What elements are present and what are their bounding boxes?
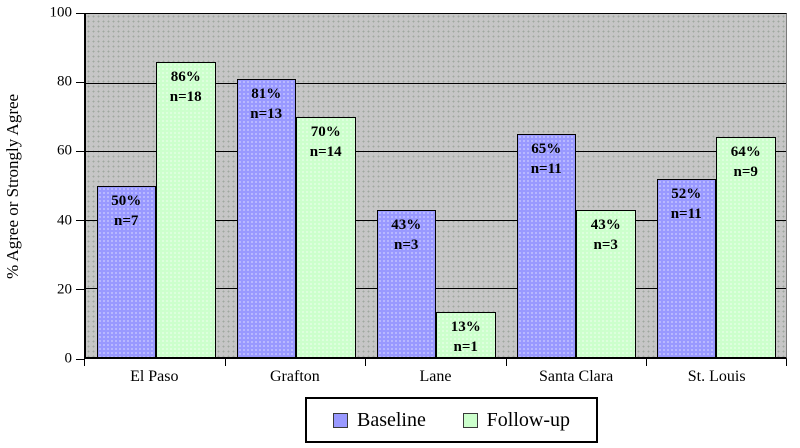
x-axis-tick-marks	[84, 359, 787, 366]
bar-label-baseline-el-paso: 50% n=7	[111, 192, 142, 229]
bar-follow-up-lane: 13% n=1	[436, 312, 496, 357]
bars-container: 50% n=7 86% n=18 81% n=13 70% n=14 43% n=3 13% n=1 6…	[86, 14, 786, 357]
bar-label-follow-up-grafton: 70% n=14	[309, 123, 342, 160]
bar-baseline-lane: 43% n=3	[376, 209, 436, 357]
bar-label-baseline-st-louis: 52% n=11	[670, 185, 702, 222]
bar-follow-up-grafton: 70% n=14	[296, 116, 356, 357]
x-axis-labels: El Paso Grafton Lane Santa Clara St. Louis	[84, 368, 787, 386]
x-label-grafton: Grafton	[270, 368, 320, 385]
bar-baseline-st-louis: 52% n=11	[656, 178, 716, 357]
y-tick-label-40: 40	[57, 212, 72, 229]
gridline-80	[86, 82, 786, 84]
x-tick-1	[224, 359, 226, 366]
gridline-40	[86, 219, 786, 221]
x-tick-2	[365, 359, 367, 366]
y-tick-label-80: 80	[57, 73, 72, 90]
x-tick-0	[84, 359, 85, 366]
x-tick-4	[646, 359, 648, 366]
y-tick-label-20: 20	[57, 281, 72, 298]
followup-swatch-icon	[462, 412, 478, 428]
legend-item-followup: Follow-up	[462, 408, 570, 432]
category-group-st-louis: 52% n=11 64% n=9	[646, 14, 786, 357]
y-tick-80	[76, 81, 84, 83]
y-tick-0	[76, 358, 84, 360]
bar-baseline-santa-clara: 65% n=11	[516, 134, 576, 357]
legend-item-baseline: Baseline	[333, 409, 426, 432]
x-label-st-louis: St. Louis	[687, 368, 746, 385]
category-group-el-paso: 50% n=7 86% n=18	[86, 14, 226, 357]
x-tick-5	[786, 359, 787, 366]
y-tick-label-60: 60	[57, 142, 72, 159]
y-tick-label-0: 0	[64, 350, 73, 367]
bar-label-baseline-lane: 43% n=3	[391, 216, 422, 253]
y-axis-tick-labels: 0 20 40 60 80 100	[0, 5, 73, 367]
category-group-lane: 43% n=3 13% n=1	[366, 14, 506, 357]
x-label-lane: Lane	[419, 368, 452, 385]
bar-follow-up-el-paso: 86% n=18	[156, 62, 216, 357]
bar-label-follow-up-santa-clara: 43% n=3	[590, 216, 621, 253]
legend: Baseline Follow-up	[305, 397, 598, 443]
y-tick-20	[76, 289, 84, 291]
bar-baseline-el-paso: 50% n=7	[96, 185, 156, 357]
bar-label-follow-up-st-louis: 64% n=9	[730, 144, 761, 181]
gridline-20	[86, 288, 786, 290]
y-tick-40	[76, 220, 84, 222]
plot-area: 50% n=7 86% n=18 81% n=13 70% n=14 43% n=3 13% n=1 6…	[84, 13, 787, 359]
bar-label-baseline-santa-clara: 65% n=11	[530, 141, 562, 178]
legend-label-baseline: Baseline	[357, 408, 426, 431]
category-group-grafton: 81% n=13 70% n=14	[226, 14, 366, 357]
bar-follow-up-st-louis: 64% n=9	[716, 137, 776, 357]
baseline-swatch-icon	[333, 412, 348, 428]
bar-label-follow-up-el-paso: 86% n=18	[169, 69, 202, 106]
bar-label-baseline-grafton: 81% n=13	[250, 86, 283, 123]
y-tick-100	[76, 12, 84, 14]
x-tick-3	[505, 359, 507, 366]
y-tick-label-100: 100	[49, 4, 73, 21]
gridline-60	[86, 151, 786, 153]
x-label-santa-clara: Santa Clara	[538, 368, 614, 385]
x-label-el-paso: El Paso	[130, 368, 179, 385]
y-tick-60	[76, 150, 84, 152]
bar-label-follow-up-lane: 13% n=1	[450, 319, 481, 356]
legend-label-followup: Follow-up	[486, 408, 570, 431]
bar-baseline-grafton: 81% n=13	[236, 79, 296, 357]
y-axis-tick-marks	[76, 12, 84, 360]
bar-follow-up-santa-clara: 43% n=3	[576, 209, 636, 357]
category-group-santa-clara: 65% n=11 43% n=3	[506, 14, 646, 357]
